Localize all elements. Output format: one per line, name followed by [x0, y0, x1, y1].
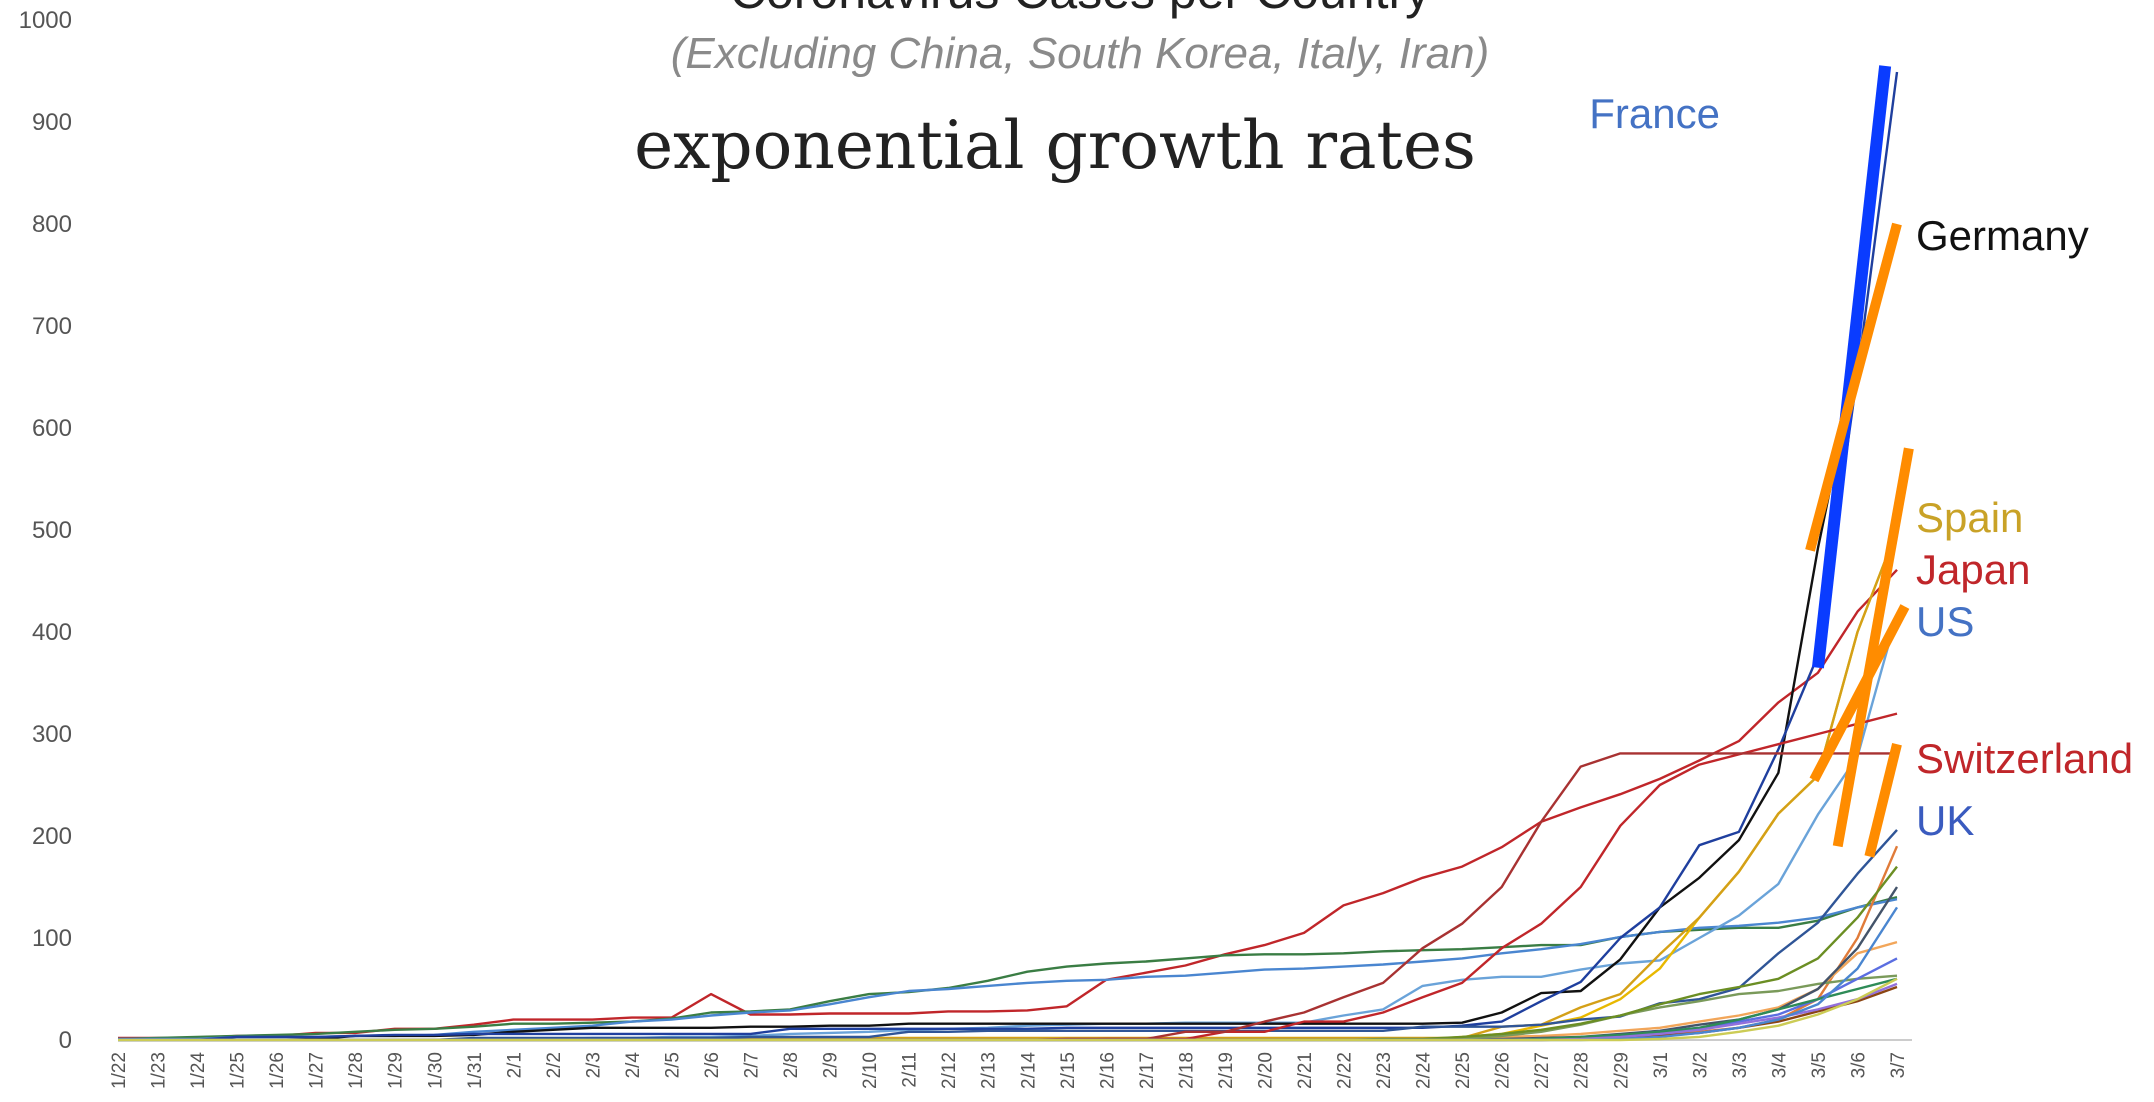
series-line-7 [118, 71, 1899, 1042]
trend-segment-2 [1832, 447, 1914, 848]
x-tick-label: 2/28 [1572, 1052, 1593, 1089]
x-tick-label: 2/20 [1255, 1052, 1276, 1089]
x-tick-label: 2/17 [1137, 1052, 1158, 1089]
chart-title: Coronavirus Cases per Country [730, 0, 1430, 19]
x-tick-label: 2/15 [1058, 1052, 1079, 1089]
y-tick-label: 800 [32, 211, 72, 238]
x-tick-label: 1/25 [228, 1052, 249, 1089]
x-tick-label: 2/8 [781, 1052, 802, 1078]
trend-segments [1805, 65, 1914, 858]
x-tick-label: 2/14 [1018, 1052, 1039, 1089]
x-tick-label: 2/27 [1532, 1052, 1553, 1089]
x-tick-label: 3/5 [1809, 1052, 1830, 1078]
y-tick-label: 900 [32, 109, 72, 136]
x-tick-label: 2/19 [1216, 1052, 1237, 1089]
x-tick-label: 2/21 [1295, 1052, 1316, 1089]
series-labels: France Germany Spain Japan US Switzerland UK [1589, 90, 2133, 844]
y-tick-label: 100 [32, 925, 72, 952]
x-tick-label: 1/23 [149, 1052, 170, 1089]
y-tick-label: 400 [32, 619, 72, 646]
x-tick-label: 2/7 [742, 1052, 763, 1078]
series-label-germany: Germany [1916, 212, 2089, 259]
chart-subtitle: (Excluding China, South Korea, Italy, Ir… [671, 29, 1490, 78]
x-tick-label: 2/13 [979, 1052, 1000, 1089]
x-tick-label: 1/24 [188, 1052, 209, 1089]
series-line-20 [118, 906, 1899, 1042]
series-label-japan: Japan [1916, 546, 2030, 593]
series-label-switzerland: Switzerland [1916, 735, 2133, 782]
y-tick-label: 1000 [19, 7, 72, 34]
x-tick-label: 2/22 [1335, 1052, 1356, 1089]
x-tick-label: 2/26 [1493, 1052, 1514, 1089]
x-tick-label: 2/29 [1611, 1052, 1632, 1089]
trend-segment-0 [1811, 65, 1892, 669]
trend-segment-1 [1805, 222, 1902, 552]
series-label-uk: UK [1916, 797, 1974, 844]
y-axis-ticks: 0 100 200 300 400 500 600 700 800 900 1000 [19, 7, 72, 1054]
x-tick-label: 1/31 [465, 1052, 486, 1089]
x-tick-label: 2/23 [1374, 1052, 1395, 1089]
series-line-10 [118, 752, 1897, 1042]
x-tick-label: 1/22 [109, 1052, 130, 1089]
x-tick-label: 1/30 [425, 1052, 446, 1089]
series-line-6 [118, 224, 1899, 1042]
x-tick-label: 2/24 [1414, 1052, 1435, 1089]
x-tick-label: 2/5 [662, 1052, 683, 1078]
x-tick-label: 3/6 [1848, 1052, 1869, 1078]
x-tick-label: 2/16 [1097, 1052, 1118, 1089]
x-tick-label: 2/9 [821, 1052, 842, 1078]
y-tick-label: 300 [32, 721, 72, 748]
series-line-1 [117, 896, 1898, 1041]
x-tick-label: 1/28 [346, 1052, 367, 1089]
x-tick-label: 2/3 [583, 1052, 604, 1078]
series-line-21 [118, 977, 1898, 1042]
series-label-us: US [1916, 598, 1974, 645]
y-tick-label: 600 [32, 415, 72, 442]
series-label-spain: Spain [1916, 494, 2023, 541]
series-line-2 [118, 898, 1898, 1041]
y-tick-label: 500 [32, 517, 72, 544]
x-tick-label: 2/2 [544, 1052, 565, 1078]
chart-annotation: exponential growth rates [634, 107, 1476, 184]
x-tick-label: 2/6 [702, 1052, 723, 1078]
x-tick-label: 1/29 [386, 1052, 407, 1089]
x-tick-label: 3/1 [1651, 1052, 1672, 1078]
x-tick-label: 1/27 [307, 1052, 328, 1089]
x-tick-label: 1/26 [267, 1052, 288, 1089]
series-label-france: France [1589, 90, 1720, 137]
x-tick-label: 3/4 [1769, 1052, 1790, 1079]
series-lines [117, 71, 1899, 1042]
x-tick-label: 2/10 [860, 1052, 881, 1089]
trend-segment-4 [1864, 743, 1902, 858]
trend-segment-3 [1809, 604, 1910, 783]
x-axis-ticks: 1/22 1/23 1/24 1/25 1/26 1/27 1/28 1/29 1/30 1/31… [109, 1052, 1909, 1089]
x-tick-label: 2/1 [504, 1052, 525, 1078]
x-tick-label: 2/12 [939, 1052, 960, 1089]
x-tick-label: 2/11 [900, 1052, 921, 1088]
x-tick-label: 3/2 [1690, 1052, 1711, 1078]
x-tick-label: 3/3 [1730, 1052, 1751, 1078]
x-tick-label: 3/7 [1888, 1052, 1909, 1078]
series-line-0 [118, 568, 1898, 1040]
x-tick-label: 2/4 [623, 1052, 644, 1079]
y-tick-label: 0 [59, 1027, 72, 1054]
y-tick-label: 200 [32, 823, 72, 850]
x-tick-label: 2/18 [1176, 1052, 1197, 1089]
x-tick-label: 2/25 [1453, 1052, 1474, 1089]
y-tick-label: 700 [32, 313, 72, 340]
